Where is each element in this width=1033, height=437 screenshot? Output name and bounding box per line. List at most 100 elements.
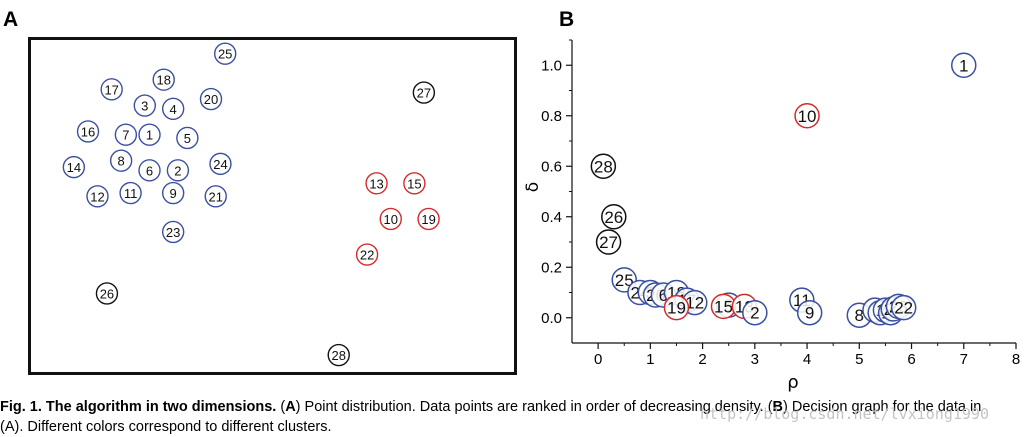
point-marker [199,87,223,111]
caption-text: ( [276,399,286,415]
point-marker [100,78,123,101]
point-a-13: 13 [365,172,388,195]
point-a-11: 11 [119,181,142,205]
point-label: 8 [855,306,864,325]
point-label: 9 [170,186,177,201]
x-axis-label: ρ [787,372,798,393]
point-label: 19 [667,299,686,318]
panel-b-label: B [559,8,574,31]
point-label: 25 [615,271,634,290]
point-a-6: 6 [138,159,161,182]
point-marker [204,185,227,208]
point-label: 1 [146,128,153,143]
point-label: 27 [417,86,431,101]
point-label: 25 [218,47,232,62]
point-label: 12 [685,294,704,313]
point-a-19: 19 [417,207,440,231]
point-marker [152,68,175,91]
figure-caption: Fig. 1. The algorithm in two dimensions.… [0,397,1033,437]
point-marker [119,181,142,205]
point-a-2: 2 [166,159,190,182]
point-b-22: 22 [890,294,917,321]
point-label: 16 [81,124,95,139]
caption-ref-a: A [285,399,296,415]
point-label: 18 [156,73,170,88]
caption-text: ) Decision graph for the data in [783,399,982,415]
point-a-1: 1 [138,123,161,146]
point-marker [138,159,161,182]
point-a-3: 3 [133,94,156,117]
point-label: 23 [166,225,180,240]
point-marker [86,185,109,208]
point-a-15: 15 [403,172,426,195]
point-label: 6 [146,163,153,178]
point-marker [742,299,768,326]
x-tick-label: 5 [855,351,863,368]
point-marker [161,181,185,205]
point-label: 4 [170,102,177,117]
x-tick-label: 8 [1012,351,1020,368]
point-marker [355,243,379,266]
y-tick-label: 0.4 [541,209,562,226]
point-label: 22 [894,299,913,318]
point-marker [209,152,232,176]
point-marker [62,155,86,179]
figure-canvas: A B 123 456789101112131415161718192021222… [3,8,1020,393]
point-label: 10 [384,212,398,227]
point-a-27: 27 [412,81,436,104]
point-marker [796,299,823,326]
point-b-10: 10 [794,103,820,129]
x-tick-label: 0 [594,351,602,368]
point-label: 27 [599,233,618,252]
point-label: 22 [360,248,374,263]
point-marker [95,282,119,305]
point-a-22: 22 [355,243,379,266]
point-label: 26 [100,286,114,301]
point-b-19: 19 [663,294,690,321]
point-marker [794,103,820,129]
point-label: 12 [90,189,104,204]
x-tick-label: 1 [646,351,654,368]
point-b-27: 27 [595,229,622,255]
point-marker [161,97,185,121]
panel-a-label: A [3,8,18,31]
point-a-9: 9 [161,181,185,205]
point-marker [403,172,426,195]
x-tick-label: 3 [751,351,759,368]
point-b-26: 26 [601,204,627,230]
caption-line-1: Fig. 1. The algorithm in two dimensions.… [0,397,1033,417]
y-axis-label: δ [523,182,543,192]
point-marker [601,204,627,230]
point-marker [412,81,436,104]
point-label: 7 [122,128,129,143]
point-label: 21 [209,189,223,204]
point-marker [76,120,100,143]
caption-title: Fig. 1. The algorithm in two dimensions. [0,399,277,415]
point-label: 11 [124,186,138,201]
point-a-8: 8 [109,149,133,172]
point-a-7: 7 [114,123,138,146]
x-tick-label: 7 [960,351,968,368]
panel-a-plot: 123 4567891011121314151617181920212223242… [62,42,440,367]
point-marker [327,343,350,367]
point-label: 5 [184,131,191,146]
point-label: 24 [213,157,227,172]
point-label: 6 [659,286,668,305]
point-label: 2 [174,163,181,178]
point-label: 28 [331,348,345,363]
caption-ref-b: B [772,399,784,415]
point-a-5: 5 [176,126,199,150]
point-marker [114,123,138,146]
point-marker [166,159,190,182]
point-marker [138,123,161,146]
point-label: 26 [604,208,623,227]
point-label: 10 [798,107,817,126]
caption-line-2: (A). Different colors correspond to diff… [0,419,332,435]
point-b-9: 9 [796,299,823,326]
point-marker [379,207,402,231]
point-marker [663,294,690,321]
point-label: 19 [421,212,435,227]
point-marker [133,94,156,117]
point-label: 8 [118,154,125,169]
x-tick-label: 2 [698,351,706,368]
